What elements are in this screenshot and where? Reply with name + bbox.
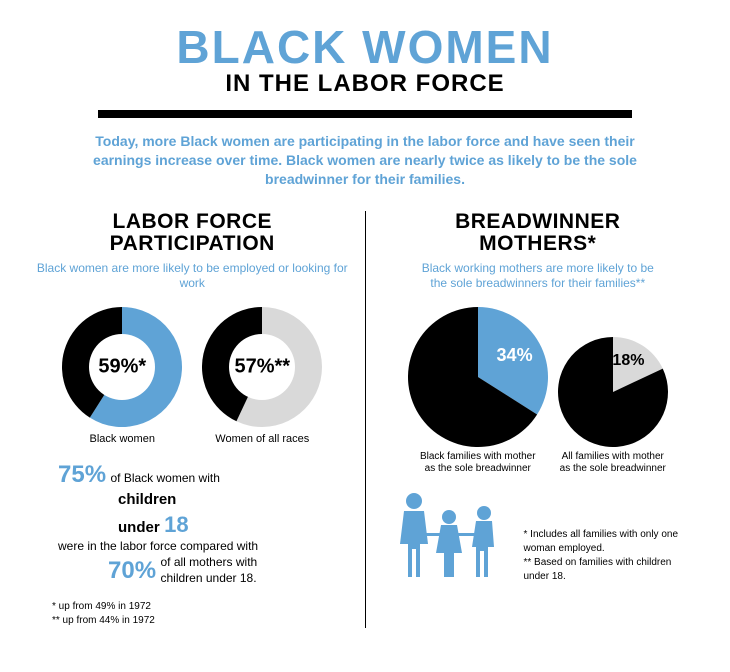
right-footnote-2: ** Based on families with children under… (524, 556, 693, 584)
right-subtitle-l2: the sole breadwinners for their families… (374, 276, 703, 291)
left-column: LABOR FORCE PARTICIPATION Black women ar… (28, 211, 357, 628)
intro-text: Today, more Black women are participatin… (28, 132, 702, 189)
donut-value-2: 57%** (234, 355, 290, 378)
stat-text-3: of all mothers with children under 18. (161, 555, 301, 586)
right-title-line2: MOTHERS* (374, 233, 703, 255)
left-subtitle: Black women are more likely to be employ… (28, 261, 357, 291)
pie-value-2: 18% (612, 352, 644, 370)
donut-all-women: 57%** Women of all races (202, 307, 322, 445)
donut-label-2: Women of all races (202, 433, 322, 445)
pie-row: 34% Black families with mother as the so… (374, 307, 703, 475)
left-title-line1: LABOR FORCE (28, 211, 357, 233)
footnote-2: ** up from 44% in 1972 (52, 614, 357, 628)
left-footnotes: * up from 49% in 1972 ** up from 44% in … (52, 600, 357, 628)
family-icon (394, 489, 514, 584)
pie-value-1: 34% (497, 345, 533, 366)
page-title: BLACK WOMEN (28, 20, 702, 74)
pie-black-families: 34% Black families with mother as the so… (408, 307, 548, 475)
right-footnotes: * Includes all families with only one wo… (524, 528, 693, 584)
donut-label-1: Black women (62, 433, 182, 445)
stat-text-1: of Black women with (111, 471, 220, 485)
pie-label-2: All families with mother as the sole bre… (558, 451, 668, 475)
right-column: BREADWINNER MOTHERS* Black working mothe… (374, 211, 703, 628)
right-subtitle: Black working mothers are more likely to… (374, 261, 703, 291)
page-subtitle: IN THE LABOR FORCE (28, 70, 702, 98)
donut-row: 59%* Black women 57%** Women of all race… (28, 307, 357, 445)
donut-value-1: 59%* (98, 355, 146, 378)
donut-black-women: 59%* Black women (62, 307, 182, 445)
stat-18: 18 (164, 512, 188, 537)
horizontal-rule (98, 110, 632, 118)
stat-under: under (118, 519, 160, 536)
pie-chart-1: 34% (408, 307, 548, 447)
right-subtitle-l1: Black working mothers are more likely to… (374, 261, 703, 276)
pie-label-1: Black families with mother as the sole b… (408, 451, 548, 475)
right-title: BREADWINNER MOTHERS* (374, 211, 703, 255)
footnote-1: * up from 49% in 1972 (52, 600, 357, 614)
pie-all-families: 18% All families with mother as the sole… (558, 337, 668, 475)
donut-chart-2: 57%** (202, 307, 322, 427)
donut-chart-1: 59%* (62, 307, 182, 427)
stat-text-2: were in the labor force compared with (58, 539, 337, 555)
stat-children: children (118, 491, 176, 508)
stat-70: 70% (108, 557, 156, 584)
left-title-line2: PARTICIPATION (28, 233, 357, 255)
column-divider (365, 211, 366, 628)
left-title: LABOR FORCE PARTICIPATION (28, 211, 357, 255)
pie-chart-2: 18% (558, 337, 668, 447)
stat-block: 75% of Black women with children under 1… (58, 459, 337, 586)
stat-75: 75% (58, 461, 106, 488)
right-footnote-1: * Includes all families with only one wo… (524, 528, 693, 556)
right-title-line1: BREADWINNER (374, 211, 703, 233)
